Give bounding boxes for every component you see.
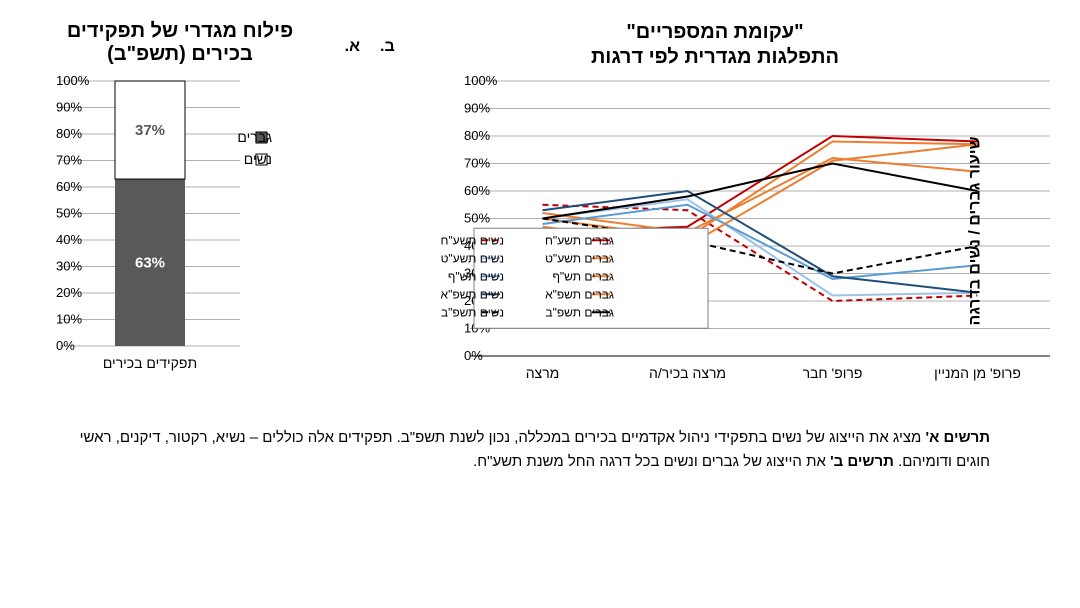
svg-text:70%: 70% xyxy=(56,153,82,168)
svg-text:תפקידים בכירים: תפקידים בכירים xyxy=(103,355,197,371)
svg-text:0%: 0% xyxy=(56,338,75,353)
caption: תרשים א' מציג את הייצוג של נשים בתפקידי … xyxy=(20,426,1060,474)
svg-text:100%: 100% xyxy=(56,76,90,88)
svg-text:נשים תשפ"ב: נשים תשפ"ב xyxy=(441,305,504,319)
y-axis-label: שיעור גברים / נשים בדרגה xyxy=(967,137,985,326)
svg-text:נשים תשע"ח: נשים תשע"ח xyxy=(441,233,505,247)
svg-text:100%: 100% xyxy=(464,76,498,88)
svg-text:גברים תשפ"ב: גברים תשפ"ב xyxy=(545,305,614,319)
svg-text:גברים תשפ"א: גברים תשפ"א xyxy=(545,287,614,301)
svg-text:גברים תש"ף: גברים תש"ף xyxy=(552,269,614,283)
svg-text:90%: 90% xyxy=(56,100,82,115)
svg-text:37%: 37% xyxy=(135,122,165,139)
stacked-bar-chart: 0% 10% 20% 30% 40% 50% 60% 70% 80% 90% 100% 63% 37% ת… xyxy=(20,76,340,376)
svg-text:נשים תש"ף: נשים תש"ף xyxy=(448,269,504,283)
svg-text:80%: 80% xyxy=(464,128,490,143)
svg-text:גברים תשע"ח: גברים תשע"ח xyxy=(545,233,614,247)
svg-text:נשים: נשים xyxy=(244,151,272,167)
svg-text:גברים תשע"ט: גברים תשע"ט xyxy=(545,251,614,265)
svg-text:30%: 30% xyxy=(56,259,82,274)
panel-b-title: "עקומת המספריים" התפלגות מגדרית לפי דרגו… xyxy=(370,20,1060,70)
svg-text:80%: 80% xyxy=(56,126,82,141)
svg-text:נשים תשפ"א: נשים תשפ"א xyxy=(441,287,504,301)
svg-text:60%: 60% xyxy=(464,183,490,198)
panel-b-letter: ב. xyxy=(380,38,395,56)
panel-b: ב. "עקומת המספריים" התפלגות מגדרית לפי ד… xyxy=(370,20,1060,386)
svg-text:גברים: גברים xyxy=(237,129,272,145)
svg-text:50%: 50% xyxy=(464,211,490,226)
svg-text:60%: 60% xyxy=(56,179,82,194)
panel-a-letter: א. xyxy=(345,38,360,56)
svg-text:50%: 50% xyxy=(56,206,82,221)
svg-text:פרופ' חבר: פרופ' חבר xyxy=(803,365,863,381)
svg-text:70%: 70% xyxy=(464,156,490,171)
svg-text:63%: 63% xyxy=(135,255,165,272)
panel-a-title: פילוח מגדרי של תפקידים בכירים (תשפ"ב) xyxy=(20,20,340,66)
svg-text:מרצה: מרצה xyxy=(526,365,560,381)
svg-text:20%: 20% xyxy=(56,285,82,300)
svg-text:10%: 10% xyxy=(56,312,82,327)
line-chart: שיעור גברים / נשים בדרגה 0%10%20%30%40%5… xyxy=(370,76,1060,386)
svg-text:90%: 90% xyxy=(464,101,490,116)
svg-text:נשים תשע"ט: נשים תשע"ט xyxy=(441,251,504,265)
panel-a: א. פילוח מגדרי של תפקידים בכירים (תשפ"ב)… xyxy=(20,20,340,376)
svg-text:מרצה בכיר/ה: מרצה בכיר/ה xyxy=(649,365,726,381)
svg-text:פרופ' מן המניין: פרופ' מן המניין xyxy=(934,365,1021,381)
svg-text:40%: 40% xyxy=(56,232,82,247)
